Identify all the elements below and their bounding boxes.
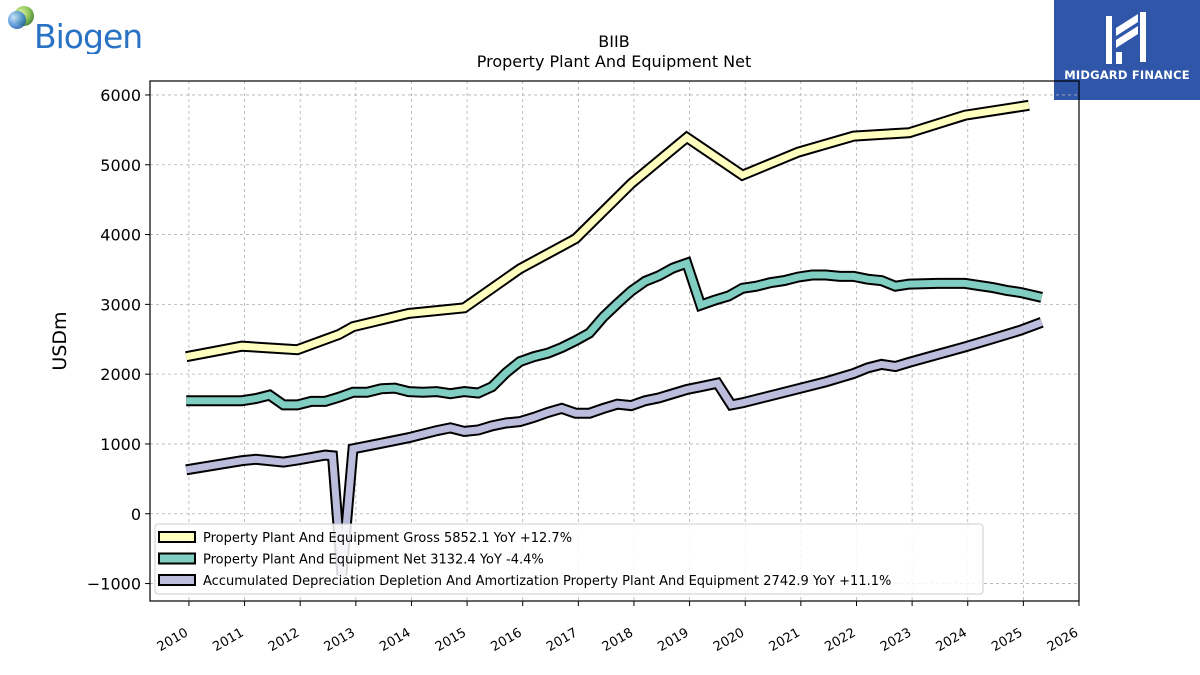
x-tick-label: 2014	[377, 625, 413, 655]
x-tick-label: 2013	[322, 625, 358, 655]
midgard-finance-logo: MIDGARD FINANCE	[1054, 0, 1200, 100]
y-tick-label: −1000	[87, 575, 141, 594]
x-tick-label: 2017	[544, 625, 580, 655]
y-tick-label: 6000	[100, 86, 141, 105]
x-tick-label: 2018	[600, 625, 636, 655]
x-tick-label: 2012	[266, 625, 302, 655]
series-line-0	[185, 101, 1030, 361]
chart-title: BIIB	[598, 32, 629, 51]
series-line-1	[186, 258, 1043, 409]
y-axis: −1000 0 1000 2000 3000 4000 5000 6000	[87, 86, 150, 594]
legend-swatch-2	[158, 574, 196, 586]
y-tick-label: 1000	[100, 435, 141, 454]
x-tick-label: 2019	[655, 625, 691, 655]
x-axis: 2010 2011 2012 2013 2014 2015 2016 2017 2018 2019…	[155, 601, 1081, 655]
y-tick-label: 0	[131, 505, 141, 524]
x-tick-label: 2020	[711, 625, 747, 655]
x-tick-label: 2025	[989, 625, 1025, 655]
midgard-mark-icon	[1106, 12, 1146, 64]
biogen-logo: Biogen	[4, 4, 154, 56]
plot-frame	[149, 80, 1080, 602]
y-tick-label: 2000	[100, 365, 141, 384]
x-tick-label: 2022	[822, 625, 858, 655]
grid	[150, 81, 1080, 601]
y-tick-label: 5000	[100, 156, 141, 175]
legend: Property Plant And Equipment Gross 5852.…	[154, 523, 984, 595]
series-layer	[185, 99, 1044, 576]
y-axis-label: USDm	[49, 311, 71, 370]
x-tick-label: 2024	[934, 625, 970, 655]
series-line-2	[185, 319, 1043, 576]
legend-box	[154, 523, 984, 595]
x-tick-label: 2026	[1045, 625, 1081, 655]
x-tick-label: 2021	[767, 625, 803, 655]
x-tick-label: 2016	[489, 625, 525, 655]
x-tick-label: 2015	[433, 625, 469, 655]
midgard-finance-text: MIDGARD FINANCE	[1064, 68, 1190, 82]
legend-swatch-0	[158, 531, 196, 543]
y-tick-label: 3000	[100, 295, 141, 314]
y-tick-label: 4000	[100, 226, 141, 245]
x-tick-label: 2023	[878, 625, 914, 655]
chart-subtitle: Property Plant And Equipment Net	[477, 52, 752, 71]
legend-entry-0: Property Plant And Equipment Gross 5852.…	[203, 531, 572, 546]
x-tick-label: 2011	[210, 625, 246, 655]
legend-entry-1: Property Plant And Equipment Net 3132.4 …	[203, 553, 544, 568]
biogen-logo-text: Biogen	[34, 17, 142, 54]
x-tick-label: 2010	[155, 625, 191, 655]
legend-entry-2: Accumulated Depreciation Depletion And A…	[203, 574, 891, 589]
legend-swatch-1	[158, 552, 196, 565]
logo-orb-blue	[8, 11, 26, 29]
